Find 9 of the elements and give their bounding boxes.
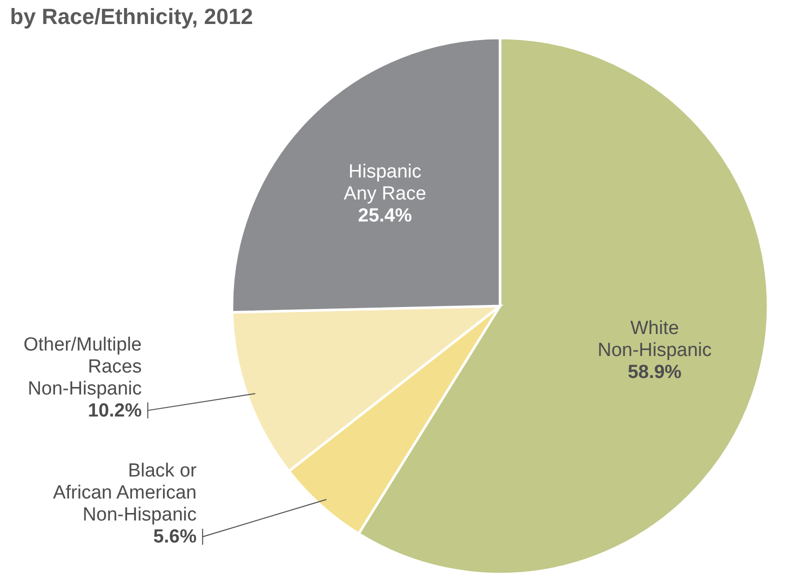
slice-label: White Non-Hispanic: [598, 318, 712, 362]
data-label: 58.9%: [628, 362, 682, 384]
slice-label: Other/Multiple Races Non-Hispanic: [23, 334, 142, 400]
data-label: 10.2%: [88, 400, 142, 422]
data-label: 25.4%: [358, 206, 412, 227]
slice-label: Hispanic Any Race: [344, 162, 426, 205]
chart-title: by Race/Ethnicity, 2012: [10, 4, 253, 29]
data-label: 5.6%: [153, 526, 197, 548]
slice-label: Black or African American Non-Hispanic: [53, 460, 198, 526]
